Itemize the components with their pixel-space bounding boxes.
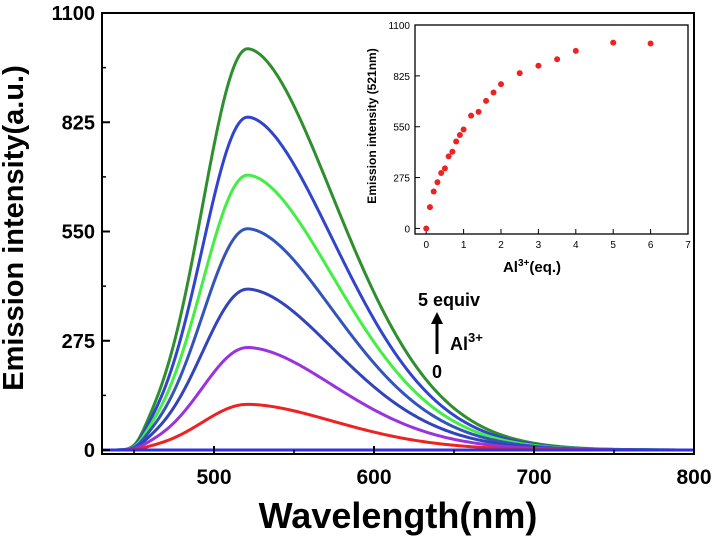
- inset-x-tick-label: 7: [685, 240, 691, 251]
- inset-data-point: [490, 89, 497, 96]
- inset-x-label-superscript: 3+: [518, 258, 530, 269]
- inset-data-point: [441, 165, 448, 172]
- annotation-ion-text: Al: [450, 334, 468, 354]
- inset-data-point: [449, 148, 456, 155]
- inset-y-tick-label: 0: [404, 224, 410, 235]
- main-y-axis-label: Emission intensity(a.u.): [0, 65, 30, 391]
- inset-y-tick-label: 825: [393, 72, 410, 83]
- inset-data-point: [483, 97, 490, 104]
- inset-data-point: [423, 225, 430, 232]
- main-x-tick-label: 600: [356, 466, 391, 489]
- inset-data-point: [516, 70, 523, 77]
- inset-data-point: [460, 126, 467, 133]
- annotation-bottom-label: 0: [432, 362, 442, 382]
- main-y-tick-label: 275: [62, 331, 95, 353]
- inset-x-tick-label: 1: [461, 240, 467, 251]
- spectrum-curve-6: [102, 346, 695, 452]
- inset-x-tick-label: 3: [536, 240, 542, 251]
- inset-data-point: [572, 47, 579, 54]
- inset-x-tick-label: 5: [610, 240, 616, 251]
- inset-y-tick-label: 275: [393, 174, 410, 185]
- annotation-ion-label: Al3+: [450, 330, 483, 354]
- inset-chart-frame: [414, 24, 689, 235]
- inset-data-point: [554, 56, 561, 63]
- inset-data-point: [430, 188, 437, 195]
- inset-data-point: [456, 132, 463, 139]
- inset-x-tick-label: 0: [423, 240, 429, 251]
- inset-data-point: [453, 138, 460, 145]
- inset-x-axis-label: Al3+(eq.): [503, 258, 561, 276]
- inset-x-label-suffix: (eq.): [529, 259, 561, 276]
- inset-data-point: [498, 81, 505, 88]
- inset-x-tick-label: 4: [573, 240, 579, 251]
- main-x-tick-label: 800: [676, 466, 711, 489]
- main-y-tick-label: 0: [84, 440, 95, 462]
- inset-data-point: [426, 204, 433, 211]
- spectrum-curve-5: [102, 287, 694, 452]
- inset-y-tick-label: 1100: [388, 21, 410, 32]
- inset-x-tick-label: 2: [498, 240, 504, 251]
- main-y-tick-label: 825: [62, 112, 95, 134]
- main-plot-border: [101, 12, 695, 455]
- inset-x-tick-label: 6: [648, 240, 654, 251]
- main-x-axis-label: Wavelength(nm): [259, 495, 538, 536]
- spectrum-curve-7: [102, 402, 694, 452]
- inset-y-axis-label: Emission intensity (521nm): [365, 48, 379, 203]
- inset-data-point: [445, 153, 452, 160]
- inset-data-point: [468, 112, 475, 119]
- inset-data-point: [475, 108, 482, 115]
- inset-chart-ticks: 0 1 2 3 4 5 6 7 0 275 550 825 1100: [388, 21, 691, 251]
- annotation-top-label: 5 equiv: [418, 290, 480, 310]
- inset-data-point: [535, 62, 542, 69]
- main-y-tick-label: 1100: [52, 3, 95, 25]
- inset-chart-points: [423, 39, 654, 232]
- main-y-tick-label: 550: [62, 222, 95, 244]
- up-arrow-icon: [431, 312, 443, 354]
- inset-data-point: [610, 39, 617, 46]
- main-x-tick-label: 500: [196, 466, 231, 489]
- inset-data-point: [438, 169, 445, 176]
- inset-plot-border: [414, 24, 689, 235]
- main-chart-frame: [101, 12, 695, 455]
- inset-y-tick-label: 550: [393, 123, 410, 134]
- main-chart-curves: [101, 47, 695, 452]
- main-x-tick-label: 700: [516, 466, 551, 489]
- inset-x-label-main: Al: [503, 259, 518, 276]
- titration-annotation: 5 equiv Al3+ 0: [418, 290, 483, 382]
- inset-data-point: [647, 40, 654, 47]
- inset-data-point: [434, 179, 441, 186]
- annotation-ion-superscript: 3+: [468, 330, 483, 345]
